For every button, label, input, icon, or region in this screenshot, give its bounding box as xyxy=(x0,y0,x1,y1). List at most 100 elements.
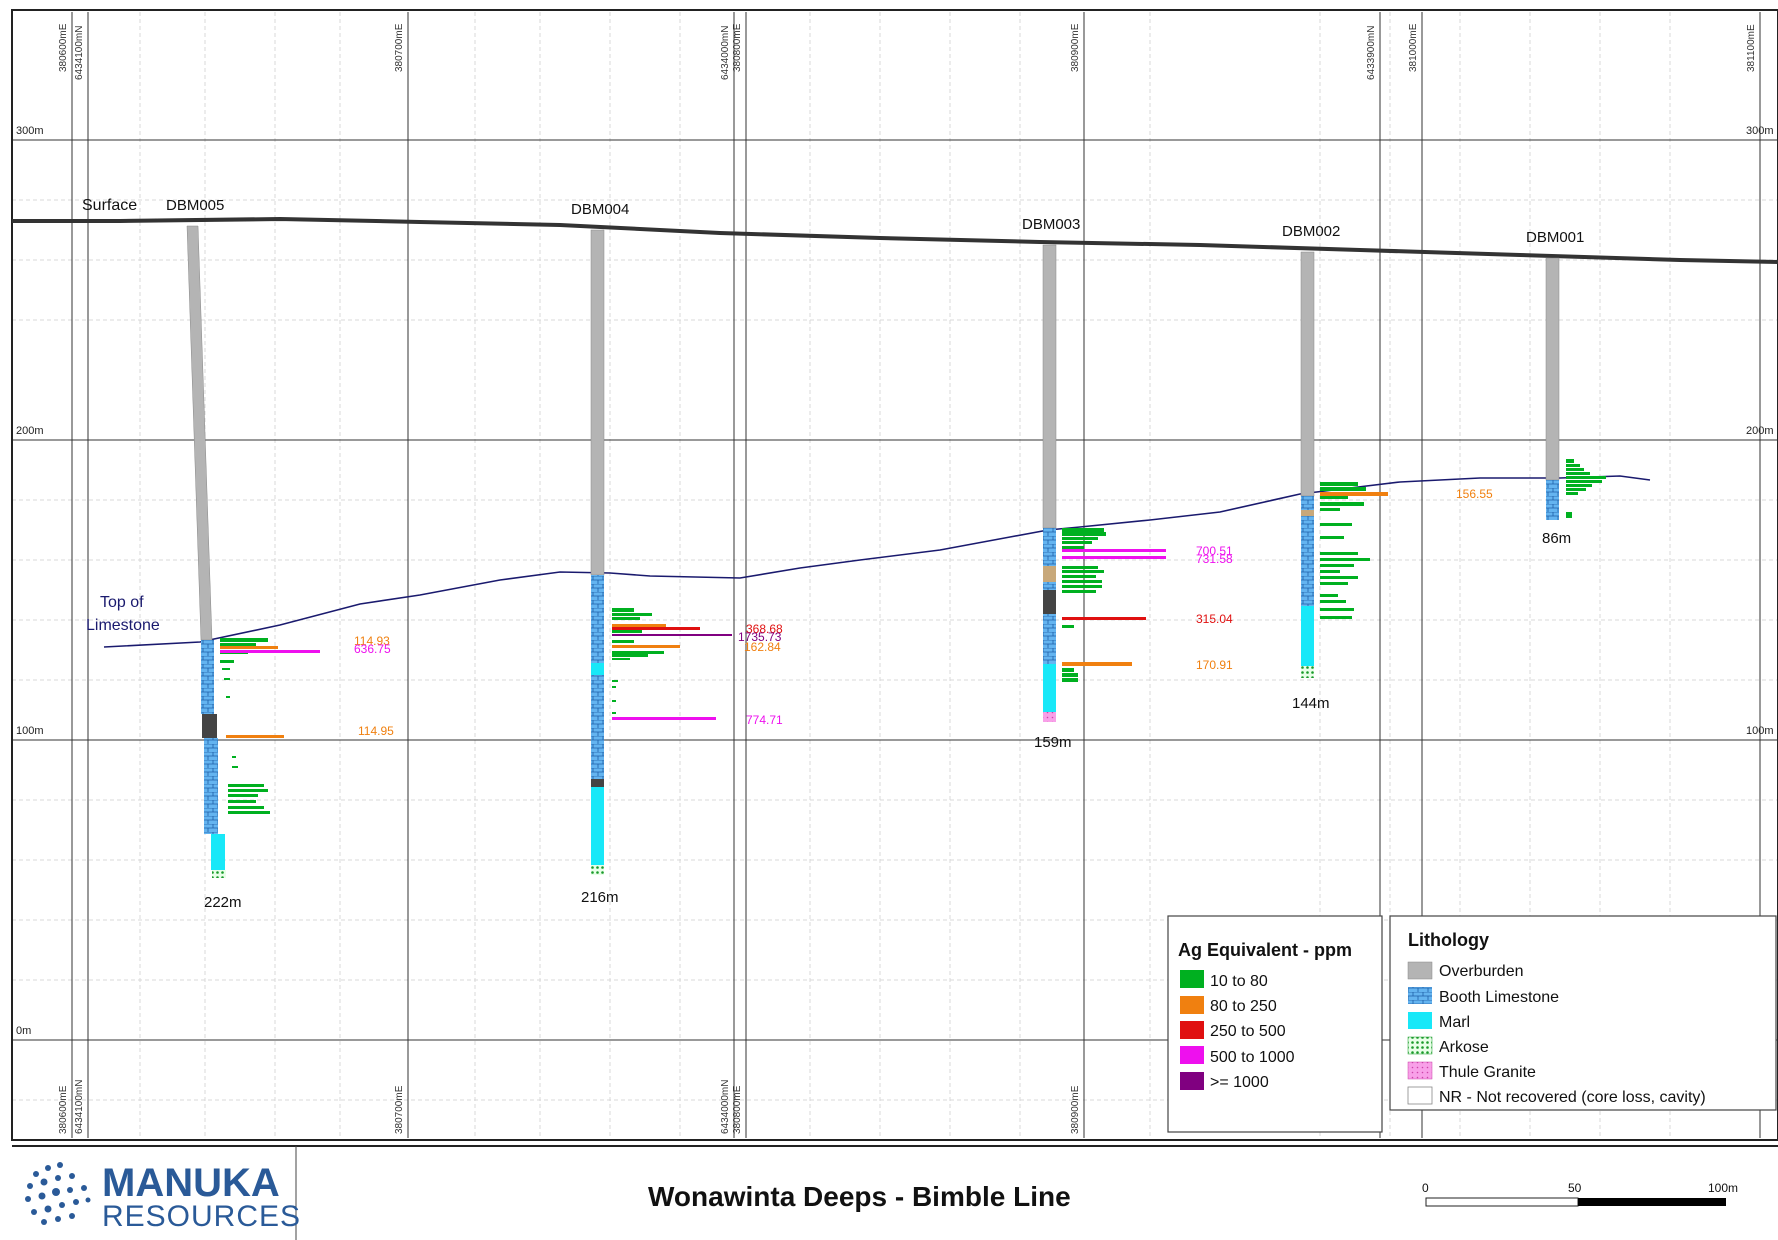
assay-bar-80-250 xyxy=(226,735,284,738)
elevation-label: 0m xyxy=(16,1025,31,1037)
lithology-legend: Lithology Overburden Booth Limestone Mar… xyxy=(1389,915,1777,1111)
overburden-interval xyxy=(186,225,213,641)
grid-label: 380800mE xyxy=(732,23,743,72)
hole-depth-label: 144m xyxy=(1292,695,1330,712)
legend-label: Thule Granite xyxy=(1439,1064,1536,1081)
assay-bars xyxy=(1566,459,1606,518)
granite-interval xyxy=(1043,712,1056,722)
hole-id-label: DBM001 xyxy=(1526,229,1584,246)
drillhole-dbm001: DBM001 86m xyxy=(1526,229,1606,547)
assay-label: 1735.73 xyxy=(738,630,782,644)
assay-bar-80-250 xyxy=(612,645,680,648)
grid-label: 380700mE xyxy=(394,1085,405,1134)
legend-label: Arkose xyxy=(1439,1039,1489,1056)
legend-swatch xyxy=(1180,1046,1204,1064)
assay-bars xyxy=(1062,528,1106,682)
drillhole-dbm002: DBM002 144m 156.55 xyxy=(1282,223,1493,712)
surface-label: Surface xyxy=(82,197,137,214)
assay-label: 700.51 xyxy=(1196,544,1233,558)
elevation-label: 300m xyxy=(16,125,44,137)
legend-swatch xyxy=(1407,1061,1433,1080)
legend-title: Ag Equivalent - ppm xyxy=(1178,940,1352,960)
logo-text: RESOURCES xyxy=(102,1200,301,1233)
figure-title: Wonawinta Deeps - Bimble Line xyxy=(648,1181,1071,1212)
legend-title: Lithology xyxy=(1408,930,1489,950)
legend-label: 250 to 500 xyxy=(1210,1023,1286,1040)
drillhole-dbm004: DBM004 216m 368.68 1735.73 162.84 774.71 xyxy=(571,201,783,906)
hole-id-label: DBM003 xyxy=(1022,216,1080,233)
hole-id-label: DBM005 xyxy=(166,197,224,214)
assay-bar-500-1000 xyxy=(612,717,716,720)
hole-depth-label: 159m xyxy=(1034,734,1072,751)
scale-label: 0 xyxy=(1422,1181,1429,1195)
legend-label: Overburden xyxy=(1439,963,1524,980)
legend-label: 80 to 250 xyxy=(1210,998,1277,1015)
nr-interval xyxy=(202,714,217,738)
bottom-grid-labels: 380600mE 6434100mN 380700mE 6434000mN 38… xyxy=(58,1080,1081,1134)
elevation-label: 100m xyxy=(1746,725,1774,737)
top-of-limestone-label: Limestone xyxy=(86,617,160,634)
limestone-interval xyxy=(1301,516,1314,606)
legend-swatch xyxy=(1408,987,1432,1004)
assay-bars xyxy=(1320,482,1370,619)
surface-line xyxy=(12,216,1778,264)
legend-swatch xyxy=(1180,970,1204,988)
assay-bar-500-1000 xyxy=(1062,549,1166,552)
grid-label: 6434100mN xyxy=(74,26,85,80)
nr-interval xyxy=(591,779,604,787)
marl-interval xyxy=(1043,664,1056,712)
elevation-label: 100m xyxy=(16,725,44,737)
assay-label: 170.91 xyxy=(1196,658,1233,672)
legend-label: Booth Limestone xyxy=(1439,989,1559,1006)
grid-label: 381000mE xyxy=(1408,23,1419,72)
hole-id-label: DBM004 xyxy=(571,201,629,218)
assay-bar-500-1000 xyxy=(220,650,320,653)
assay-bar-250-500 xyxy=(1062,617,1146,620)
assay-label: 114.93 xyxy=(354,634,390,648)
marl-interval xyxy=(591,663,604,675)
assay-bar-80-250 xyxy=(1320,492,1388,496)
assay-label: 156.55 xyxy=(1456,487,1493,501)
overburden-interval xyxy=(590,229,605,576)
marl-interval xyxy=(211,834,225,870)
assay-label: 731.58 xyxy=(1196,552,1233,566)
assay-label: 774.71 xyxy=(746,713,783,727)
grid-label: 6434000mN xyxy=(720,1080,731,1134)
map-frame xyxy=(11,9,1778,1141)
logo xyxy=(25,1162,91,1225)
legend-label: 500 to 1000 xyxy=(1210,1049,1295,1066)
legend-swatch xyxy=(1407,1086,1433,1105)
marl-interval xyxy=(1301,606,1314,666)
legend-label: NR - Not recovered (core loss, cavity) xyxy=(1439,1089,1706,1106)
nr-interval xyxy=(1043,590,1056,614)
limestone-interval xyxy=(1043,582,1056,590)
arkose-interval xyxy=(1301,666,1314,678)
scale-label: 100m xyxy=(1708,1181,1738,1195)
grid-label: 380600mE xyxy=(58,1085,69,1134)
assay-bar-250-500 xyxy=(612,627,700,630)
drillhole-dbm005: DBM005 222m 114.93 636.75 114.95 xyxy=(166,197,394,911)
top-of-limestone-label: Top of xyxy=(100,594,144,611)
assay-label: 315.04 xyxy=(1196,612,1233,626)
scale-bar: 0 50 100m xyxy=(1422,1181,1738,1207)
assay-bar-80-250 xyxy=(220,646,278,649)
assay-label: 162.84 xyxy=(744,640,781,654)
limestone-interval xyxy=(1043,614,1056,664)
assay-bar-80-250 xyxy=(612,624,666,627)
assay-bar-80-250 xyxy=(1062,662,1132,666)
limestone-interval xyxy=(201,640,214,714)
legend-label: >= 1000 xyxy=(1210,1074,1269,1091)
legend-swatch xyxy=(1407,1036,1433,1055)
limestone-interval xyxy=(1301,496,1314,510)
assay-bars xyxy=(612,608,664,714)
grid-label: 380800mE xyxy=(732,1085,743,1134)
drillhole-dbm003: DBM003 159m 700.51 731.58 315.04 170.91 xyxy=(1022,216,1233,751)
grid-label: 381100mE xyxy=(1746,24,1757,72)
legend-swatch xyxy=(1180,996,1204,1014)
assay-label: 368.68 xyxy=(746,622,783,636)
legend-swatch xyxy=(1180,1021,1204,1039)
marl-interval xyxy=(591,787,604,865)
overburden-interval xyxy=(1300,251,1315,497)
overburden-interval xyxy=(1545,257,1560,481)
